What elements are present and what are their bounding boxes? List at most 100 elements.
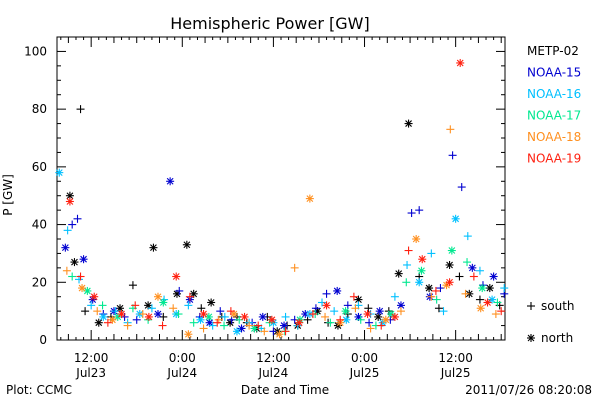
data-point-north bbox=[153, 292, 162, 301]
data-point-north bbox=[412, 235, 421, 243]
data-point-south bbox=[500, 284, 509, 293]
data-point-south bbox=[260, 327, 269, 336]
data-point-south bbox=[308, 310, 317, 319]
data-point-south bbox=[111, 307, 120, 316]
data-point-north bbox=[99, 312, 108, 321]
data-point-south bbox=[128, 281, 137, 290]
data-point-north bbox=[418, 255, 427, 264]
x-tick-time-label: 0:00 bbox=[169, 351, 196, 365]
legend-entry: NOAA-15 bbox=[527, 66, 581, 80]
legend-symbol-south bbox=[527, 302, 535, 310]
data-point-north bbox=[207, 298, 216, 307]
data-point-south bbox=[336, 315, 345, 324]
data-point-north bbox=[363, 310, 372, 319]
data-point-south bbox=[81, 307, 90, 316]
x-tick-date-label: Jul25 bbox=[440, 366, 471, 380]
data-point-south bbox=[213, 318, 222, 327]
y-tick-label: 40 bbox=[32, 218, 47, 232]
legend-entry: NOAA-19 bbox=[527, 152, 581, 166]
data-point-south bbox=[73, 214, 82, 223]
y-tick-label: 20 bbox=[32, 275, 47, 289]
data-point-north bbox=[404, 119, 413, 128]
data-point-north bbox=[144, 312, 153, 321]
data-point-south bbox=[98, 301, 107, 310]
data-point-south bbox=[390, 292, 399, 301]
x-tick-time-label: 0:00 bbox=[351, 351, 378, 365]
data-point-north bbox=[267, 315, 276, 324]
data-point-south bbox=[269, 327, 278, 336]
legend-symbol-north bbox=[527, 334, 535, 342]
data-point-south bbox=[434, 304, 443, 313]
data-point-north bbox=[305, 194, 314, 203]
data-point-north bbox=[322, 301, 331, 310]
data-point-south bbox=[138, 310, 147, 319]
data-point-south bbox=[185, 292, 194, 301]
data-point-north bbox=[425, 284, 434, 293]
series-noaa-16 bbox=[55, 168, 509, 336]
data-point-south bbox=[497, 307, 506, 316]
data-point-south bbox=[281, 327, 290, 336]
data-point-south bbox=[303, 315, 312, 324]
footer-credit: Plot: CCMC bbox=[6, 383, 72, 397]
data-point-south bbox=[432, 295, 441, 304]
data-point-south bbox=[356, 315, 365, 324]
series-metp-02 bbox=[65, 105, 504, 336]
data-point-south bbox=[491, 310, 500, 319]
data-point-north bbox=[159, 298, 168, 307]
plot-frame bbox=[56, 36, 506, 341]
data-point-north bbox=[394, 269, 403, 278]
data-point-north bbox=[485, 284, 494, 293]
data-point-south bbox=[220, 321, 229, 330]
legend-entry: NOAA-17 bbox=[527, 109, 581, 123]
y-axis-label: P [GW] bbox=[1, 174, 15, 216]
data-point-north bbox=[153, 310, 162, 319]
data-point-north bbox=[478, 284, 487, 293]
data-point-south bbox=[439, 307, 448, 316]
data-point-north bbox=[417, 266, 426, 275]
data-point-north bbox=[199, 310, 208, 319]
data-point-north bbox=[258, 312, 267, 321]
data-point-north bbox=[280, 321, 289, 330]
data-point-north bbox=[374, 312, 383, 321]
data-point-north bbox=[456, 58, 465, 67]
data-point-south bbox=[93, 307, 102, 316]
data-point-south bbox=[436, 284, 445, 293]
chart-title: Hemispheric Power [GW] bbox=[170, 14, 369, 33]
data-point-south bbox=[227, 315, 236, 324]
data-point-north bbox=[232, 327, 241, 336]
data-point-south bbox=[475, 295, 484, 304]
data-point-south bbox=[63, 226, 72, 235]
data-point-north bbox=[61, 243, 70, 252]
data-point-south bbox=[475, 266, 484, 275]
data-point-north bbox=[172, 272, 181, 281]
data-point-north bbox=[476, 304, 485, 313]
data-point-north bbox=[65, 197, 74, 206]
legend-entry: NOAA-16 bbox=[527, 87, 581, 101]
data-point-south bbox=[318, 298, 327, 307]
data-point-north bbox=[55, 168, 64, 177]
data-point-south bbox=[226, 307, 235, 316]
data-point-south bbox=[76, 105, 85, 114]
data-point-north bbox=[184, 330, 193, 339]
data-point-north bbox=[108, 315, 117, 324]
data-points bbox=[55, 58, 509, 339]
legend-entry: NOAA-18 bbox=[527, 130, 581, 144]
data-point-south bbox=[469, 272, 478, 281]
data-point-north bbox=[445, 260, 454, 269]
data-point-south bbox=[158, 321, 167, 330]
data-point-south bbox=[131, 301, 140, 310]
data-point-south bbox=[431, 286, 440, 295]
data-point-south bbox=[402, 278, 411, 287]
data-point-south bbox=[396, 307, 405, 316]
data-point-south bbox=[404, 246, 413, 255]
data-point-north bbox=[70, 258, 79, 267]
series-noaa-18 bbox=[62, 125, 500, 339]
data-point-north bbox=[488, 295, 497, 304]
data-point-south bbox=[326, 318, 335, 327]
y-tick-label: 100 bbox=[24, 44, 47, 58]
data-point-south bbox=[321, 312, 330, 321]
data-point-north bbox=[489, 272, 498, 281]
data-point-south bbox=[216, 307, 225, 316]
data-point-south bbox=[311, 304, 320, 313]
